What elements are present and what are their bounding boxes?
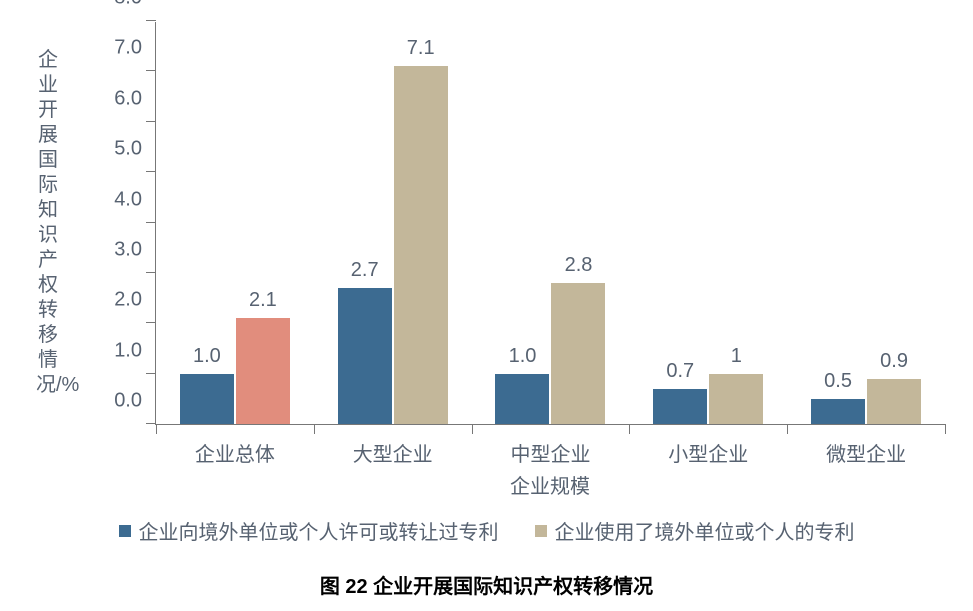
y-tick	[146, 272, 156, 273]
bar-group: 0.71小型企业	[629, 22, 787, 424]
bar-value-label: 1.0	[193, 345, 221, 368]
y-tick	[146, 322, 156, 323]
bar: 7.1	[394, 66, 448, 424]
legend-swatch-series1	[119, 525, 131, 537]
x-tick	[787, 424, 788, 434]
legend-item: 企业使用了境外单位或个人的专利	[535, 516, 855, 545]
bar-value-label: 7.1	[407, 37, 435, 60]
bar-group: 1.02.1企业总体	[156, 22, 314, 424]
chart-container: 企业开展国际知识产权 转移情况/% 1.02.1企业总体2.77.1大型企业1.…	[0, 0, 973, 611]
x-category-label: 企业总体	[195, 438, 275, 467]
x-tick	[945, 424, 946, 434]
plot-area: 1.02.1企业总体2.77.1大型企业1.02.8中型企业0.71小型企业0.…	[155, 22, 945, 425]
bar: 2.1	[236, 318, 290, 424]
bar: 2.7	[338, 288, 392, 424]
x-axis-title: 企业规模	[155, 470, 945, 499]
bar-value-label: 1.0	[509, 345, 537, 368]
bar: 1	[709, 374, 763, 424]
figure-caption: 图 22 企业开展国际知识产权转移情况	[0, 570, 973, 599]
y-tick	[146, 20, 156, 21]
y-tick-label: 6.0	[114, 87, 156, 110]
y-tick-label: 3.0	[114, 238, 156, 261]
y-tick	[146, 373, 156, 374]
legend-item: 企业向境外单位或个人许可或转让过专利	[119, 516, 499, 545]
bar-value-label: 0.7	[666, 360, 694, 383]
y-tick-label: 8.0	[114, 0, 156, 10]
x-tick	[314, 424, 315, 434]
y-tick	[146, 171, 156, 172]
y-tick-label: 7.0	[114, 37, 156, 60]
y-tick	[146, 121, 156, 122]
legend: 企业向境外单位或个人许可或转让过专利 企业使用了境外单位或个人的专利	[0, 516, 973, 545]
bars-row: 1.02.1企业总体2.77.1大型企业1.02.8中型企业0.71小型企业0.…	[156, 22, 945, 424]
bar: 0.7	[653, 389, 707, 424]
bar: 0.9	[867, 379, 921, 424]
legend-label: 企业向境外单位或个人许可或转让过专利	[139, 516, 499, 545]
x-tick	[629, 424, 630, 434]
y-tick	[146, 70, 156, 71]
y-tick	[146, 222, 156, 223]
y-tick	[146, 423, 156, 424]
bar: 1.0	[495, 374, 549, 424]
bar-group: 2.77.1大型企业	[314, 22, 472, 424]
legend-label: 企业使用了境外单位或个人的专利	[555, 516, 855, 545]
bar: 0.5	[811, 399, 865, 424]
legend-swatch-series2	[535, 525, 547, 537]
y-axis-title-line2: 转移情况/%	[36, 299, 79, 396]
x-category-label: 中型企业	[510, 438, 590, 467]
x-tick	[472, 424, 473, 434]
x-tick-origin	[156, 424, 157, 434]
y-tick-label: 4.0	[114, 188, 156, 211]
bar-value-label: 2.8	[565, 254, 593, 277]
y-tick-label: 1.0	[114, 339, 156, 362]
bar-group: 1.02.8中型企业	[472, 22, 630, 424]
bar-value-label: 2.7	[351, 259, 379, 282]
bar-group: 0.50.9微型企业	[787, 22, 945, 424]
x-category-label: 大型企业	[353, 438, 433, 467]
bar-value-label: 2.1	[249, 289, 277, 312]
x-category-label: 微型企业	[826, 438, 906, 467]
y-tick-label: 2.0	[114, 289, 156, 312]
bar-value-label: 1	[731, 345, 742, 368]
y-tick-label: 0.0	[114, 390, 156, 413]
bar: 1.0	[180, 374, 234, 424]
y-tick-label: 5.0	[114, 138, 156, 161]
y-axis-title-line1: 企业开展国际知识产权	[38, 49, 58, 296]
bar: 2.8	[551, 283, 605, 424]
x-category-label: 小型企业	[668, 438, 748, 467]
bar-value-label: 0.5	[824, 370, 852, 393]
y-axis-title: 企业开展国际知识产权 转移情况/%	[36, 48, 60, 398]
bar-value-label: 0.9	[880, 350, 908, 373]
